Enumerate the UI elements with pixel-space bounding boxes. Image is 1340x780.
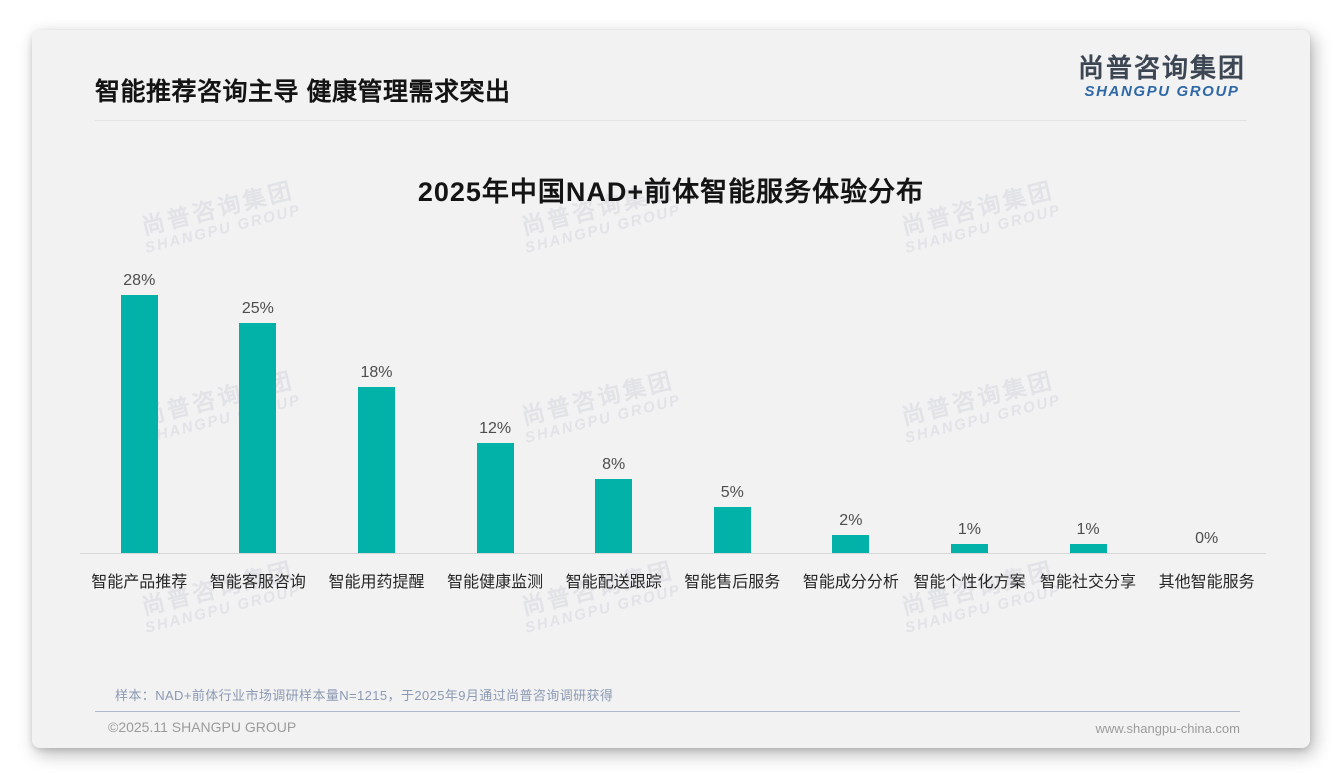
bar-value-label: 25% [241,300,274,317]
category-label: 智能售后服务 [684,574,781,591]
slide-card: 尚普咨询集团 SHANGPU GROUP 尚普咨询集团 SHANGPU GROUP 尚普… [32,30,1310,748]
bar [357,387,395,553]
bar-column: 5% [673,265,792,553]
watermark: 尚普咨询集团 SHANGPU GROUP [878,551,1083,642]
bar-value-label: 8% [602,456,626,474]
bar [1069,543,1107,553]
chart-title: 2025年中国NAD+前体智能服务体验分布 [417,177,925,207]
bar [950,543,988,553]
bar-column: 25% [199,265,318,553]
bar [832,534,870,553]
bar-value-label: 1% [1076,520,1100,538]
bar [595,479,633,553]
bar-value-label: 12% [479,419,512,437]
bar-value-label: 18% [360,364,393,382]
category-label: 智能用药提醒 [328,574,425,591]
bar [713,507,751,553]
bar-column: 1% [910,265,1029,553]
logo-cn-text: 尚普咨询集团 [1077,53,1246,83]
bar-column: 1% [1029,265,1148,553]
category-label: 智能产品推荐 [91,574,188,591]
bar-value-label: 0% [1195,530,1219,547]
bar-column: 2% [792,265,911,553]
header-divider [95,120,1247,121]
bar [120,295,158,553]
bar-value-label: 5% [720,484,744,501]
watermark: 尚普咨询集团 SHANGPU GROUP [118,551,323,642]
category-label: 智能成分分析 [802,574,899,591]
bar [476,442,514,553]
category-label: 智能健康监测 [447,574,544,591]
bar [239,323,277,553]
page-title: 智能推荐咨询主导 健康管理需求突出 [95,78,511,106]
bar-column: 28% [80,265,199,553]
sample-note: 样本：NAD+前体行业市场调研样本量N=1215，于2025年9月通过尚普咨询调… [115,688,614,703]
x-axis-category-labels: 智能产品推荐 智能客服咨询 智能用药提醒 智能健康监测 智能配送跟踪 智能售后服务 智能成分… [80,568,1266,592]
bar-value-label: 28% [123,272,156,290]
category-label: 智能个性化方案 [913,574,1026,591]
bar-column: 18% [317,265,436,553]
bar-column: 8% [554,265,673,553]
bar-value-label: 2% [839,511,863,529]
bar-column: 12% [436,265,555,553]
watermark: 尚普咨询集团 SHANGPU GROUP [498,551,703,642]
bar-chart-plot-area: 28% 25% 18% 12% 8% 5% 2% 1% 1% 0% [80,265,1266,553]
bar-value-label: 1% [957,520,982,538]
footer-divider [95,711,1240,712]
footer-website: www.shangpu-china.com [1095,721,1240,736]
category-label: 智能客服咨询 [209,574,306,591]
logo-en-text: SHANGPU GROUP [1084,82,1240,100]
x-axis-line [80,553,1266,554]
category-label: 智能社交分享 [1040,574,1137,591]
category-label: 智能配送跟踪 [565,574,662,591]
footer-copyright: ©2025.11 SHANGPU GROUP [108,719,297,735]
logo: 尚普咨询集团 SHANGPU GROUP [1078,54,1246,100]
bar-column: 0% [1147,265,1266,553]
category-label: 其他智能服务 [1158,574,1255,591]
